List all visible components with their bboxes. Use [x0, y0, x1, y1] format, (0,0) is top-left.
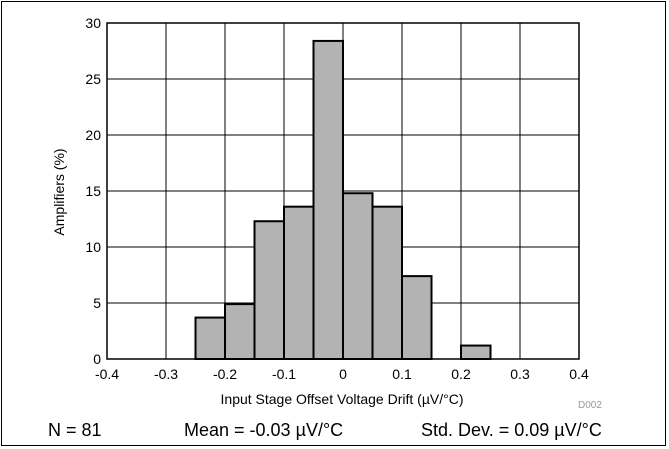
histogram-bar: [371, 205, 403, 360]
x-tick-label: 0.1: [392, 366, 412, 382]
x-tick-label: 0.3: [510, 366, 530, 382]
y-tick-label: 30: [85, 15, 101, 31]
std-dev-value: Std. Dev. = 0.09 µV/°C: [421, 420, 602, 440]
figure-code: D002: [578, 400, 602, 411]
y-tick-labels: 0 5 10 15 20 25 30: [85, 15, 101, 367]
x-tick-label: 0.2: [451, 366, 471, 382]
histogram-bar: [283, 205, 315, 360]
histogram-bar: [460, 344, 492, 360]
bars: [194, 39, 492, 360]
x-tick-label: -0.4: [95, 366, 119, 382]
x-tick-label: 0: [339, 366, 347, 382]
y-tick-label: 25: [85, 71, 101, 87]
x-tick-labels: -0.4 -0.3 -0.2 -0.1 0 0.1 0.2 0.3 0.4: [95, 366, 589, 382]
y-tick-label: 15: [85, 183, 101, 199]
histogram-bar: [342, 192, 374, 360]
x-tick-label: -0.2: [213, 366, 237, 382]
histogram-bar: [224, 303, 256, 360]
histogram-bar: [253, 220, 285, 360]
histogram-bar: [194, 316, 226, 360]
y-axis-label: Amplifiers (%): [51, 148, 67, 235]
x-axis-label: Input Stage Offset Voltage Drift (µV/°C): [221, 391, 464, 407]
histogram-bar: [401, 275, 433, 360]
mean-value: Mean = -0.03 µV/°C: [184, 420, 344, 440]
y-tick-label: 20: [85, 127, 101, 143]
x-tick-label: -0.3: [154, 366, 178, 382]
y-tick-label: 10: [85, 239, 101, 255]
y-tick-label: 5: [93, 295, 101, 311]
histogram-bar: [312, 39, 344, 360]
x-tick-label: 0.4: [569, 366, 589, 382]
x-tick-label: -0.1: [272, 366, 296, 382]
plot-border: [106, 22, 580, 360]
y-tick-label: 0: [93, 351, 101, 367]
sample-count: N = 81: [48, 420, 102, 440]
